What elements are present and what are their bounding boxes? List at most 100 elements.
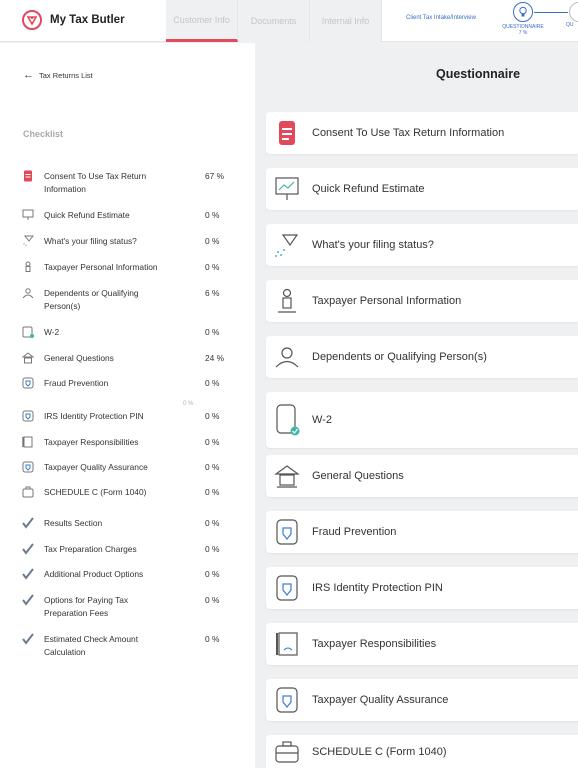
presentation-icon (274, 175, 300, 203)
card-label: W-2 (312, 414, 332, 426)
checklist-item-label: General Questions (44, 353, 114, 363)
checklist-item[interactable]: General Questions 24 % (22, 352, 232, 365)
checkmark-icon (22, 594, 34, 606)
checklist-item[interactable]: Estimated Check Amount Calculation 0 % (22, 633, 232, 659)
person-icon (22, 261, 34, 273)
butler-icon (22, 10, 42, 30)
checklist-item-label: IRS Identity Protection PIN (44, 411, 144, 421)
app-logo[interactable]: My Tax Butler (22, 10, 125, 30)
tab-documents[interactable]: Documents (238, 0, 310, 42)
tab-customer-info[interactable]: Customer Info (166, 0, 238, 42)
checklist-item-percent: 0 % (205, 411, 220, 421)
card-label: General Questions (312, 470, 404, 482)
card-label: Taxpayer Responsibilities (312, 638, 437, 650)
card-label: Quick Refund Estimate (312, 183, 425, 195)
checklist-item[interactable]: Dependents or Qualifying Person(s) 6 % (22, 287, 232, 313)
checklist-item-label: Consent To Use Tax Return Information (44, 171, 147, 194)
shield-icon (274, 686, 300, 714)
checklist-item-label: W-2 (44, 327, 60, 337)
checklist-item-label: Dependents or Qualifying Person(s) (44, 288, 139, 311)
shield-icon (22, 377, 34, 389)
progress-step-next[interactable] (569, 2, 578, 22)
briefcase-icon (274, 738, 300, 766)
checklist-item[interactable]: Tax Preparation Charges 0 % (22, 543, 232, 556)
lightbulb-icon (513, 2, 533, 22)
scroll-icon (274, 630, 300, 658)
checklist-item-percent: 0 % (205, 569, 220, 579)
building-icon (274, 462, 300, 490)
checklist-item[interactable]: W-2 0 % (22, 326, 232, 339)
checklist-item[interactable]: IRS Identity Protection PIN 0 % (22, 410, 232, 423)
checklist-item[interactable]: Consent To Use Tax Return Information 67… (22, 170, 232, 196)
checklist-item-label: Taxpayer Responsibilities (44, 437, 139, 447)
questionnaire-card[interactable]: Quick Refund Estimate (266, 168, 578, 210)
checklist-item[interactable]: Taxpayer Personal Information 0 % (22, 261, 232, 274)
checklist-item-percent: 0 % (205, 437, 220, 447)
step-label-next: QU (566, 22, 574, 28)
checklist-item-label: Fraud Prevention (44, 378, 109, 388)
checklist-item-percent: 0 % (205, 595, 220, 605)
briefcase-icon (22, 486, 34, 498)
checklist-item-percent: 0 % (205, 462, 220, 472)
questionnaire-card[interactable]: Dependents or Qualifying Person(s) (266, 336, 578, 378)
filter-icon (22, 235, 34, 247)
checklist-item[interactable]: Additional Product Options 0 % (22, 568, 232, 581)
tab-internal-info[interactable]: Internal Info (310, 0, 382, 42)
step-percent: 7 % (518, 30, 528, 36)
questionnaire-card[interactable]: Taxpayer Personal Information (266, 280, 578, 322)
questionnaire-card[interactable]: Fraud Prevention (266, 511, 578, 553)
questionnaire-title: Questionnaire (436, 67, 521, 81)
questionnaire-card[interactable]: Taxpayer Quality Assurance (266, 679, 578, 721)
checklist-item-percent: 24 % (205, 353, 225, 363)
checklist-item[interactable]: Fraud Prevention 0 % (22, 377, 232, 390)
checklist-item-percent: 67 % (205, 171, 225, 181)
checklist-item-label: What's your filing status? (44, 236, 137, 246)
checklist-item-label: SCHEDULE C (Form 1040) (44, 487, 147, 497)
checklist-item[interactable]: What's your filing status? 0 % (22, 235, 232, 248)
document-icon (22, 170, 34, 182)
checkmark-icon (22, 568, 34, 580)
checklist-item-percent: 0 % (205, 378, 220, 388)
card-label: What's your filing status? (312, 239, 434, 251)
card-label: Fraud Prevention (312, 526, 397, 538)
checkmark-icon (22, 517, 34, 529)
checklist-item-label: Tax Preparation Charges (44, 544, 137, 554)
checklist-item-percent: 0 % (205, 327, 220, 337)
checklist-item[interactable]: Options for Paying Tax Preparation Fees … (22, 594, 232, 620)
step-label: QUESTIONNAIRE (502, 24, 544, 30)
checklist-item-percent: 0 % (205, 518, 220, 528)
form-icon (274, 404, 300, 436)
checklist-item[interactable]: SCHEDULE C (Form 1040) 0 % (22, 486, 232, 499)
questionnaire-card[interactable]: What's your filing status? (266, 224, 578, 266)
questionnaire-card[interactable]: Taxpayer Responsibilities (266, 623, 578, 665)
questionnaire-card[interactable]: W-2 (266, 392, 578, 448)
shield-icon (22, 410, 34, 422)
checklist-item-percent: 0 % (205, 262, 220, 272)
checklist-item-label: Additional Product Options (44, 569, 144, 579)
checklist-item-label: Estimated Check Amount Calculation (44, 634, 139, 657)
back-to-tax-returns-link[interactable]: ← Tax Returns List (23, 70, 93, 81)
questionnaire-card[interactable]: General Questions (266, 455, 578, 497)
building-icon (22, 352, 34, 364)
scroll-icon (22, 436, 34, 448)
checklist-item[interactable]: Taxpayer Quality Assurance 0 % (22, 461, 232, 474)
card-label: Taxpayer Quality Assurance (312, 694, 449, 706)
questionnaire-card[interactable]: SCHEDULE C (Form 1040) (266, 735, 578, 768)
progress-step-questionnaire[interactable]: QUESTIONNAIRE 7 % (500, 2, 546, 36)
checklist-item[interactable]: Quick Refund Estimate 0 % (22, 209, 232, 222)
top-bar: My Tax Butler Customer Info Documents In… (0, 0, 578, 42)
checklist-item-label: Taxpayer Quality Assurance (44, 462, 148, 472)
client-intake-link[interactable]: Client Tax Intake/Interview (406, 15, 476, 21)
checkmark-icon (22, 543, 34, 555)
checklist-item[interactable]: Results Section 0 % (22, 517, 232, 530)
progress-line (534, 12, 568, 13)
questionnaire-card[interactable]: IRS Identity Protection PIN (266, 567, 578, 609)
checkmark-icon (22, 633, 34, 645)
checklist-item-percent: 0 % (205, 236, 220, 246)
checklist-item-percent: 6 % (205, 288, 220, 298)
questionnaire-card[interactable]: Consent To Use Tax Return Information (266, 112, 578, 154)
checklist-item-percent: 0 % (205, 634, 220, 644)
person-icon (274, 287, 300, 315)
checklist-item[interactable]: Taxpayer Responsibilities 0 % (22, 436, 232, 449)
tab-bar: Customer Info Documents Internal Info (166, 0, 382, 42)
